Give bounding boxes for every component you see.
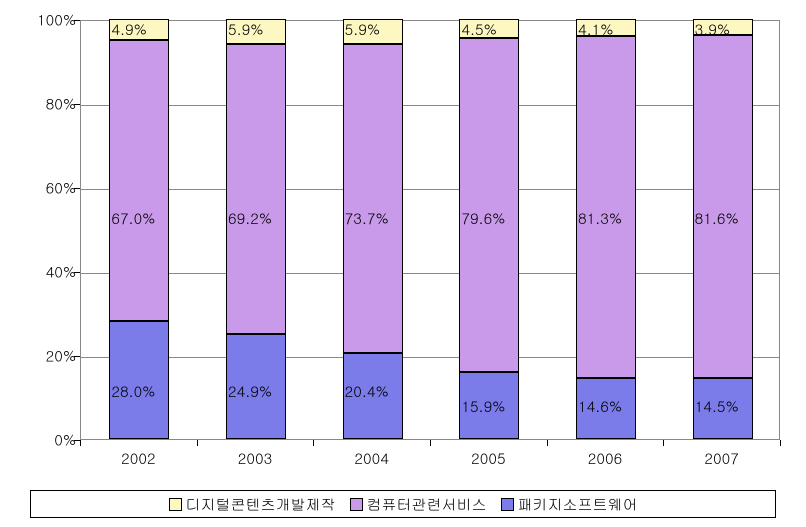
x-axis-label: 2006: [588, 448, 622, 469]
x-tick-mark: [197, 440, 198, 446]
x-axis-label: 2005: [471, 448, 505, 469]
y-tick-mark: [74, 104, 80, 105]
legend-swatch-icon: [350, 498, 363, 511]
gridline: [81, 189, 779, 190]
data-label: 28.0%: [111, 381, 155, 402]
x-axis-label: 2007: [704, 448, 738, 469]
bar-segment: [459, 38, 519, 372]
data-label: 5.9%: [345, 19, 380, 40]
data-label: 14.6%: [578, 396, 622, 417]
x-axis-label: 2003: [238, 448, 272, 469]
data-label: 20.4%: [345, 381, 389, 402]
data-label: 4.1%: [578, 19, 613, 40]
data-label: 4.5%: [461, 19, 496, 40]
legend-swatch-icon: [169, 498, 182, 511]
data-label: 14.5%: [695, 396, 739, 417]
bar-group: [343, 19, 403, 439]
data-label: 67.0%: [111, 208, 155, 229]
data-label: 15.9%: [461, 396, 505, 417]
legend-label: 디지털콘텐츠개발제작: [186, 494, 336, 515]
gridline: [81, 105, 779, 106]
x-axis-label: 2002: [121, 448, 155, 469]
bar-segment: [109, 40, 169, 321]
stacked-bar-chart: 28.0% 67.0% 4.9% 24.9% 69.2% 5.9% 20.4% 73.7% 5.…: [18, 10, 788, 485]
y-axis-label: 40%: [16, 262, 76, 283]
plot-area: 28.0% 67.0% 4.9% 24.9% 69.2% 5.9% 20.4% 73.7% 5.…: [80, 20, 780, 440]
data-label: 79.6%: [461, 208, 505, 229]
x-tick-mark: [313, 440, 314, 446]
legend-label: 패키지소프트웨어: [518, 494, 638, 515]
x-tick-mark: [780, 440, 781, 446]
data-label: 3.9%: [695, 19, 730, 40]
bar-group: [576, 19, 636, 439]
legend-item-digital-content: 디지털콘텐츠개발제작: [169, 494, 336, 515]
y-axis-label: 100%: [16, 10, 76, 31]
bar-segment: [343, 44, 403, 354]
data-label: 5.9%: [228, 19, 263, 40]
x-tick-mark: [547, 440, 548, 446]
gridline: [81, 273, 779, 274]
data-label: 73.7%: [345, 208, 389, 229]
data-label: 81.6%: [695, 208, 739, 229]
data-label: 4.9%: [111, 19, 146, 40]
y-tick-mark: [74, 272, 80, 273]
x-tick-mark: [663, 440, 664, 446]
y-axis-label: 0%: [16, 430, 76, 451]
x-tick-mark: [430, 440, 431, 446]
legend-swatch-icon: [501, 498, 514, 511]
x-axis-label: 2004: [354, 448, 388, 469]
bar-segment: [226, 44, 286, 335]
bar-group: [109, 19, 169, 439]
legend-item-package-software: 패키지소프트웨어: [501, 494, 638, 515]
x-tick-mark: [80, 440, 81, 446]
y-tick-mark: [74, 20, 80, 21]
y-axis-label: 20%: [16, 346, 76, 367]
bar-group: [226, 19, 286, 439]
legend-item-computer-services: 컴퓨터관련서비스: [350, 494, 487, 515]
y-tick-mark: [74, 188, 80, 189]
y-tick-mark: [74, 356, 80, 357]
data-label: 81.3%: [578, 208, 622, 229]
bar-group: [693, 19, 753, 439]
y-axis-label: 60%: [16, 178, 76, 199]
bar-group: [459, 19, 519, 439]
data-label: 69.2%: [228, 208, 272, 229]
bar-segment: [693, 35, 753, 378]
legend: 디지털콘텐츠개발제작 컴퓨터관련서비스 패키지소프트웨어: [30, 490, 776, 518]
y-axis-label: 80%: [16, 94, 76, 115]
gridline: [81, 357, 779, 358]
data-label: 24.9%: [228, 381, 272, 402]
legend-label: 컴퓨터관련서비스: [367, 494, 487, 515]
